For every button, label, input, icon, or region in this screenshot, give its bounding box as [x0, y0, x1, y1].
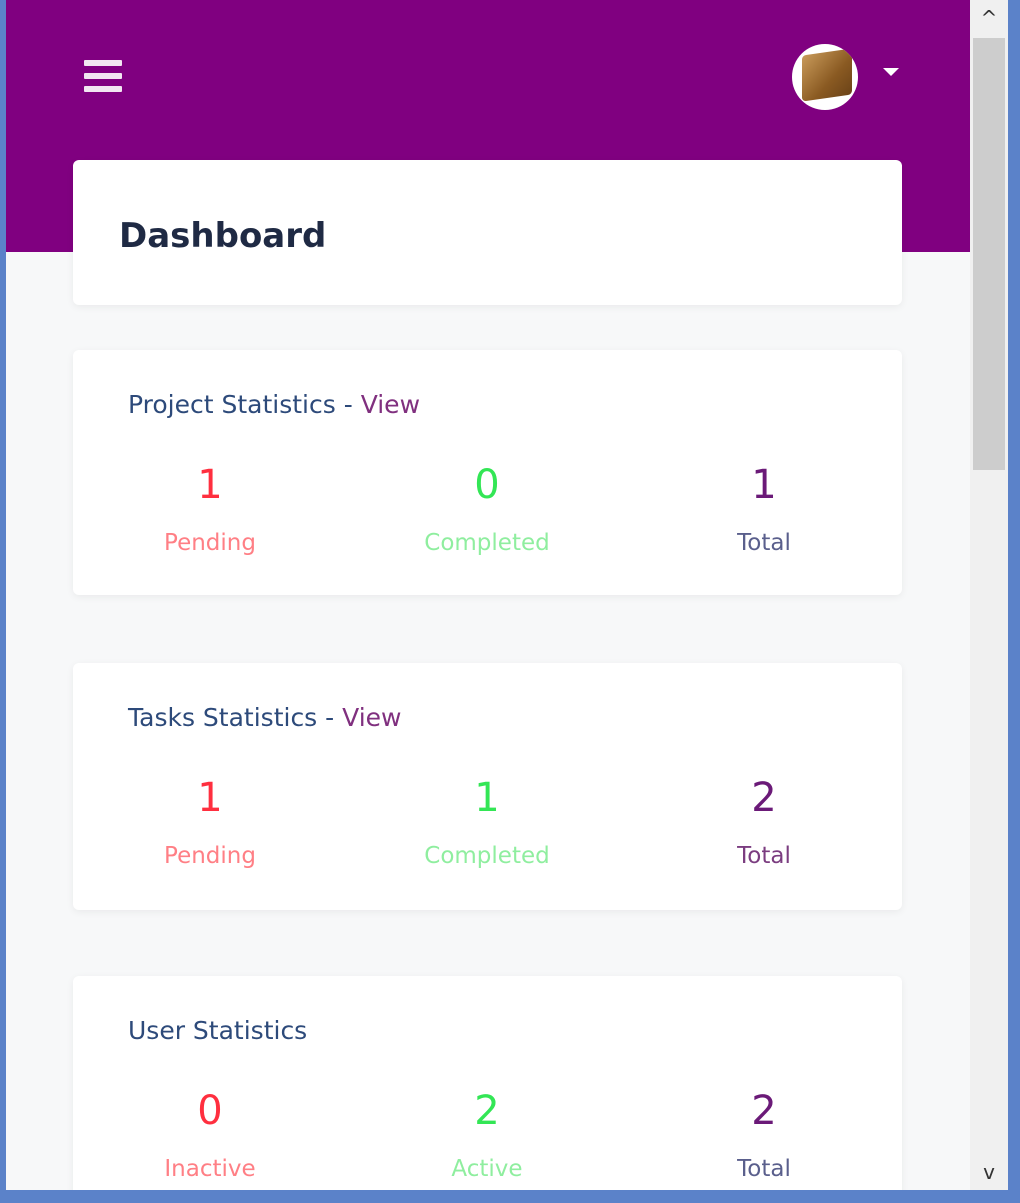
stat-label: Total: [737, 1156, 791, 1182]
stat-label: Pending: [164, 530, 256, 556]
scroll-down-icon[interactable]: v: [983, 1160, 995, 1184]
stat-label: Active: [451, 1156, 523, 1182]
stat-value: 2: [751, 1088, 777, 1134]
stat-value: 0: [474, 462, 500, 508]
user-avatar[interactable]: [792, 44, 858, 110]
stat-completed: 1 Completed: [357, 773, 617, 869]
stat-value: 2: [751, 775, 777, 821]
stat-label: Inactive: [164, 1156, 256, 1182]
stat-total: 2 Total: [634, 773, 894, 869]
stat-label: Total: [737, 530, 791, 556]
stat-total: 1 Total: [634, 460, 894, 556]
stat-label: Completed: [424, 530, 550, 556]
page-title-card: Dashboard: [73, 160, 902, 305]
view-tasks-link[interactable]: View: [342, 703, 402, 732]
stat-active: 2 Active: [357, 1086, 617, 1182]
hamburger-icon[interactable]: [84, 60, 122, 94]
stat-label: Completed: [424, 843, 550, 869]
user-statistics-card: User Statistics 0 Inactive 2 Active 2 Total: [73, 976, 902, 1190]
stat-value: 1: [197, 775, 223, 821]
stat-label: Total: [737, 843, 791, 869]
stat-value: 1: [751, 462, 777, 508]
title-separator: -: [317, 703, 343, 732]
stat-completed: 0 Completed: [357, 460, 617, 556]
avatar-image: [802, 48, 852, 102]
view-projects-link[interactable]: View: [360, 390, 421, 419]
title-separator: -: [335, 390, 361, 419]
page-title: Dashboard: [119, 216, 327, 256]
stat-total: 2 Total: [634, 1086, 894, 1182]
stat-pending: 1 Pending: [80, 773, 340, 869]
card-title-text: Tasks Statistics: [128, 703, 318, 732]
scroll-up-icon[interactable]: ^: [980, 6, 998, 30]
app-viewport: Dashboard Project Statistics - View 1 Pen…: [6, 0, 970, 1190]
caret-down-icon[interactable]: [883, 68, 899, 76]
stat-value: 2: [474, 1088, 500, 1134]
card-title-text: Project Statistics: [128, 390, 336, 419]
stat-value: 0: [197, 1088, 223, 1134]
stat-inactive: 0 Inactive: [80, 1086, 340, 1182]
window-frame: [1008, 0, 1020, 1203]
card-title: Project Statistics - View: [128, 390, 420, 419]
tasks-statistics-card: Tasks Statistics - View 1 Pending 1 Comple…: [73, 663, 902, 910]
vertical-scrollbar[interactable]: ^ v: [970, 0, 1008, 1190]
stat-value: 1: [474, 775, 500, 821]
card-title: User Statistics: [128, 1016, 308, 1045]
stat-label: Pending: [164, 843, 256, 869]
scrollbar-thumb[interactable]: [973, 38, 1005, 470]
project-statistics-card: Project Statistics - View 1 Pending 0 Comp…: [73, 350, 902, 595]
stat-value: 1: [197, 462, 223, 508]
stat-pending: 1 Pending: [80, 460, 340, 556]
card-title: Tasks Statistics - View: [128, 703, 401, 732]
